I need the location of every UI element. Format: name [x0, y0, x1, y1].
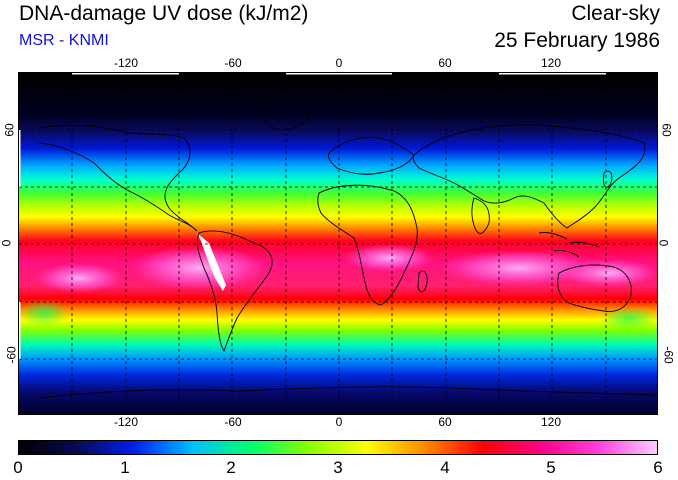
colorbar-label: 4: [440, 458, 450, 477]
andes-max-region: [197, 233, 226, 291]
graticule: [19, 73, 657, 414]
lon-tick-top: -60: [224, 56, 242, 70]
colorbar-label: 0: [13, 458, 23, 477]
lat-tick-left: -60: [4, 346, 19, 364]
colorbar-label: 1: [120, 458, 130, 477]
lon-tick-bottom: -120: [113, 415, 139, 429]
lat-tick-right: -60: [661, 346, 676, 364]
source-label: MSR - KNMI: [19, 32, 109, 49]
lon-tick-bottom: 60: [438, 415, 452, 429]
lat-tick-right: 0: [656, 239, 671, 247]
lon-tick-top: -120: [113, 56, 139, 70]
colorbar-label: 2: [226, 458, 236, 477]
colorbar-label: 6: [653, 458, 663, 477]
lon-tick-bottom: -60: [224, 415, 242, 429]
lat-tick-left: 60: [2, 123, 17, 137]
colorbar-label: 3: [333, 458, 343, 477]
lon-tick-top: 60: [438, 56, 452, 70]
lon-tick-top: 0: [335, 56, 343, 70]
lat-tick-left: 0: [0, 239, 14, 247]
color-scale-bar: [18, 440, 658, 455]
date-label: 25 February 1986: [494, 29, 660, 52]
chart-title: DNA-damage UV dose (kJ/m2): [19, 2, 309, 25]
lon-tick-bottom: 120: [540, 415, 562, 429]
lon-tick-bottom: 0: [335, 415, 343, 429]
sky-condition: Clear-sky: [571, 2, 660, 25]
lat-tick-right: 60: [659, 123, 674, 137]
lon-tick-top: 120: [540, 56, 562, 70]
uv-dose-map: [18, 72, 658, 415]
coastlines: [38, 100, 657, 399]
colorbar-label: 5: [546, 458, 556, 477]
map-canvas: [19, 73, 657, 414]
